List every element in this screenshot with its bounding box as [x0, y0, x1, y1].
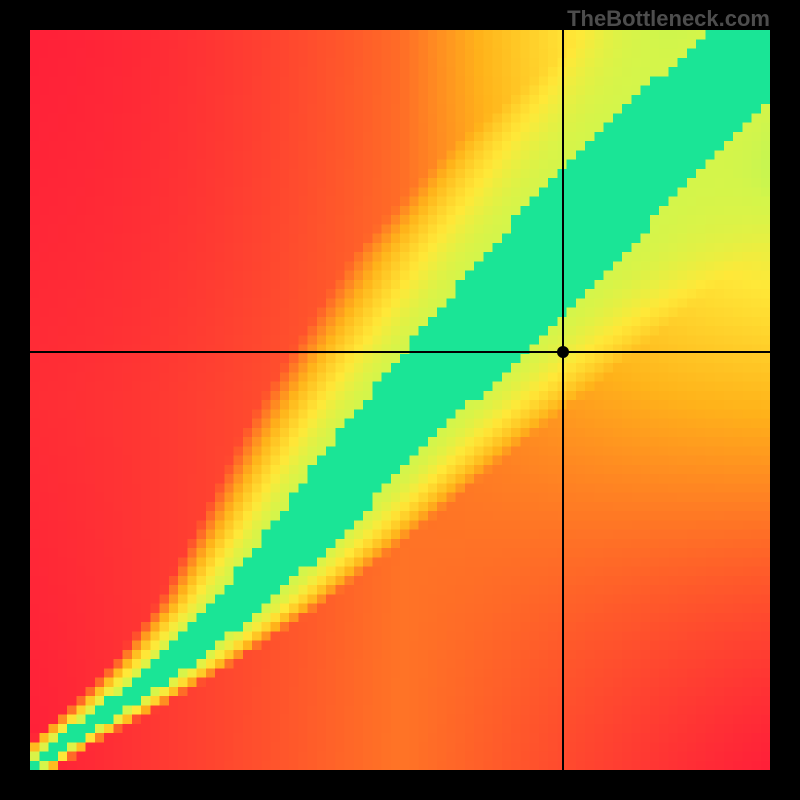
crosshair-vertical [562, 30, 564, 770]
bottleneck-heatmap [30, 30, 770, 770]
selection-marker[interactable] [557, 346, 569, 358]
crosshair-horizontal [30, 351, 770, 353]
watermark-text: TheBottleneck.com [567, 6, 770, 32]
chart-container: TheBottleneck.com [0, 0, 800, 800]
